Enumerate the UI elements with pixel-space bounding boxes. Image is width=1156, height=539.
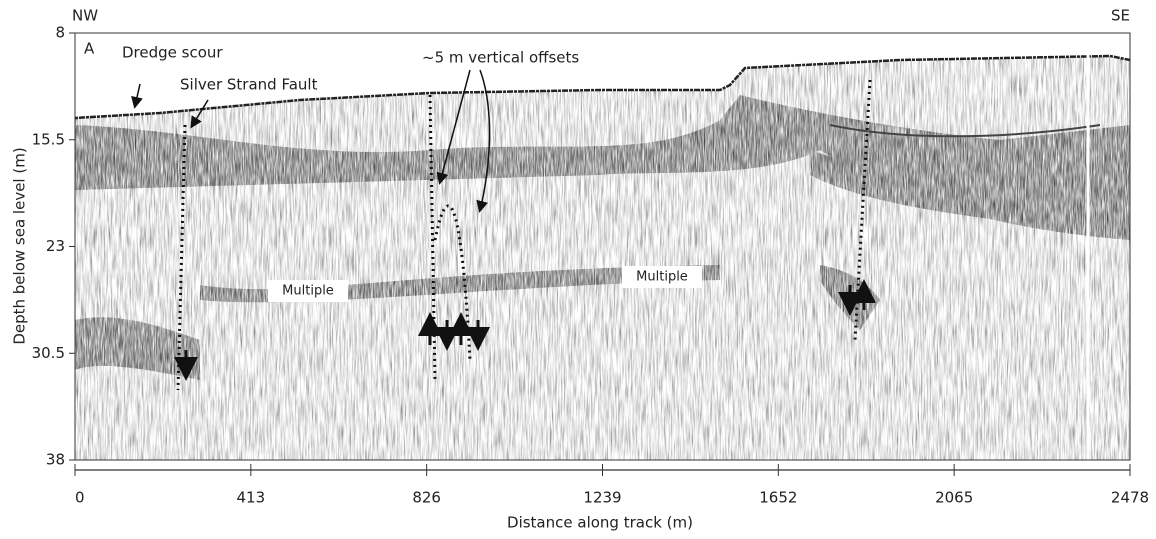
end-label: NW bbox=[72, 7, 98, 25]
x-tick-label: 1239 bbox=[583, 489, 621, 507]
x-tick-label: 826 bbox=[412, 489, 441, 507]
y-tick-label: 8 bbox=[55, 24, 65, 42]
annotation: ~5 m vertical offsets bbox=[422, 49, 579, 67]
y-tick-label: 15.5 bbox=[32, 130, 65, 148]
annotations: NW SE A Dredge scour Silver Strand Fault… bbox=[72, 7, 1130, 302]
y-tick-label: 30.5 bbox=[32, 344, 65, 362]
annotation: Silver Strand Fault bbox=[180, 76, 318, 94]
end-label: SE bbox=[1111, 7, 1130, 25]
y-tick-label: 23 bbox=[46, 237, 65, 255]
annotation: Multiple bbox=[636, 270, 688, 285]
x-tick-label: 2065 bbox=[935, 489, 973, 507]
x-tick-label: 2478 bbox=[1111, 489, 1149, 507]
interpretation bbox=[131, 69, 876, 391]
panel-label: A bbox=[84, 40, 95, 58]
x-tick-label: 0 bbox=[75, 489, 85, 507]
x-axis-title: Distance along track (m) bbox=[507, 514, 693, 532]
y-axis-title: Depth below sea level (m) bbox=[11, 147, 29, 344]
y-tick-label: 38 bbox=[46, 451, 65, 469]
x-tick-label: 1652 bbox=[759, 489, 797, 507]
annotation: Dredge scour bbox=[122, 44, 223, 62]
label-box bbox=[268, 280, 348, 302]
label-box bbox=[622, 266, 702, 288]
x-tick-label: 413 bbox=[237, 489, 266, 507]
seismic-image bbox=[74, 33, 1131, 460]
annotation: Multiple bbox=[282, 284, 334, 299]
